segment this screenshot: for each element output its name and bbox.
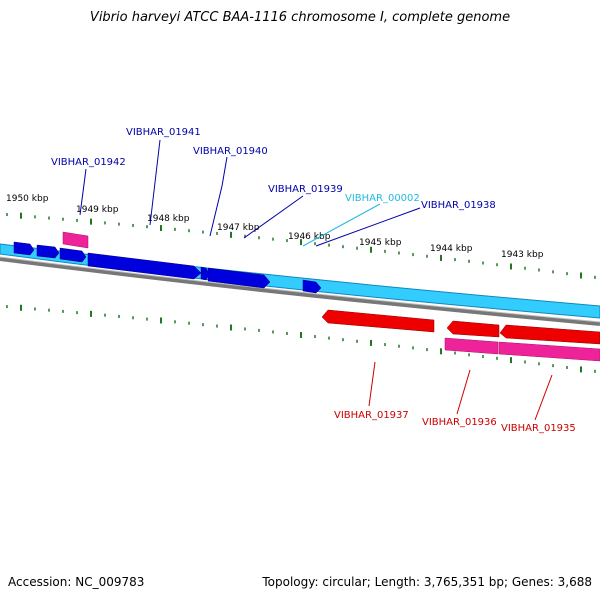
gene-label[interactable]: VIBHAR_01938 (421, 200, 496, 211)
gene-box[interactable] (62, 231, 89, 249)
gene-arrow[interactable] (59, 247, 87, 263)
scale-label: 1948 kbp (147, 214, 190, 224)
leader-line (368, 361, 376, 407)
gene-label[interactable]: VIBHAR_01942 (51, 157, 126, 168)
reverse-genes (321, 309, 600, 345)
gene-label[interactable]: VIBHAR_01935 (501, 423, 576, 434)
gene-arrow[interactable] (87, 252, 202, 280)
inner-tick-ring (6, 304, 596, 373)
genome-title: Vibrio harveyi ATCC BAA-1116 chromosome … (89, 10, 511, 25)
genome-summary-text: Topology: circular; Length: 3,765,351 bp… (262, 575, 592, 589)
gene-label[interactable]: VIBHAR_01941 (126, 127, 201, 138)
leader-line (243, 195, 304, 239)
scale-label: 1945 kbp (359, 238, 402, 248)
gene-box[interactable] (444, 337, 499, 355)
scale-label: 1946 kbp (288, 232, 331, 242)
outer-tick-ring (6, 212, 596, 279)
gene-arrow[interactable] (446, 320, 500, 338)
leader-line (302, 203, 381, 247)
gene-label[interactable]: VIBHAR_00002 (345, 193, 420, 204)
leader-line (149, 139, 161, 226)
backbone-line (0, 257, 600, 326)
scale-label: 1947 kbp (217, 223, 260, 233)
gene-label[interactable]: VIBHAR_01936 (422, 417, 497, 428)
leader-line (209, 156, 228, 237)
leader-line (79, 168, 87, 216)
leader-line (456, 369, 471, 415)
backbone-highlight (0, 256, 600, 323)
scale-labels: 1950 kbp 1949 kbp 1948 kbp 1947 kbp 1946… (6, 194, 544, 260)
gene-label[interactable]: VIBHAR_01937 (334, 410, 409, 421)
leader-line (315, 207, 421, 247)
leader-line (534, 374, 553, 421)
scale-label: 1950 kbp (6, 194, 49, 204)
gene-labels: VIBHAR_01941 VIBHAR_01942 VIBHAR_01940 V… (51, 127, 576, 434)
gene-arrow[interactable] (13, 241, 35, 256)
gene-box[interactable] (498, 341, 600, 362)
gene-arrow[interactable] (302, 279, 322, 294)
forward-genes (13, 241, 322, 294)
gene-arrow[interactable] (200, 266, 210, 281)
scale-label: 1944 kbp (430, 244, 473, 254)
reverse-track-genes (444, 337, 600, 362)
gene-arrow[interactable] (321, 309, 435, 333)
gene-label[interactable]: VIBHAR_01939 (268, 184, 343, 195)
gene-arrow[interactable] (207, 267, 271, 289)
gene-arrow[interactable] (499, 324, 600, 345)
gene-arrow[interactable] (36, 244, 60, 259)
scale-label: 1949 kbp (76, 205, 119, 215)
leader-lines (79, 139, 553, 421)
scale-label: 1943 kbp (501, 250, 544, 260)
gene-label[interactable]: VIBHAR_01940 (193, 146, 268, 157)
accession-text: Accession: NC_009783 (8, 575, 145, 589)
